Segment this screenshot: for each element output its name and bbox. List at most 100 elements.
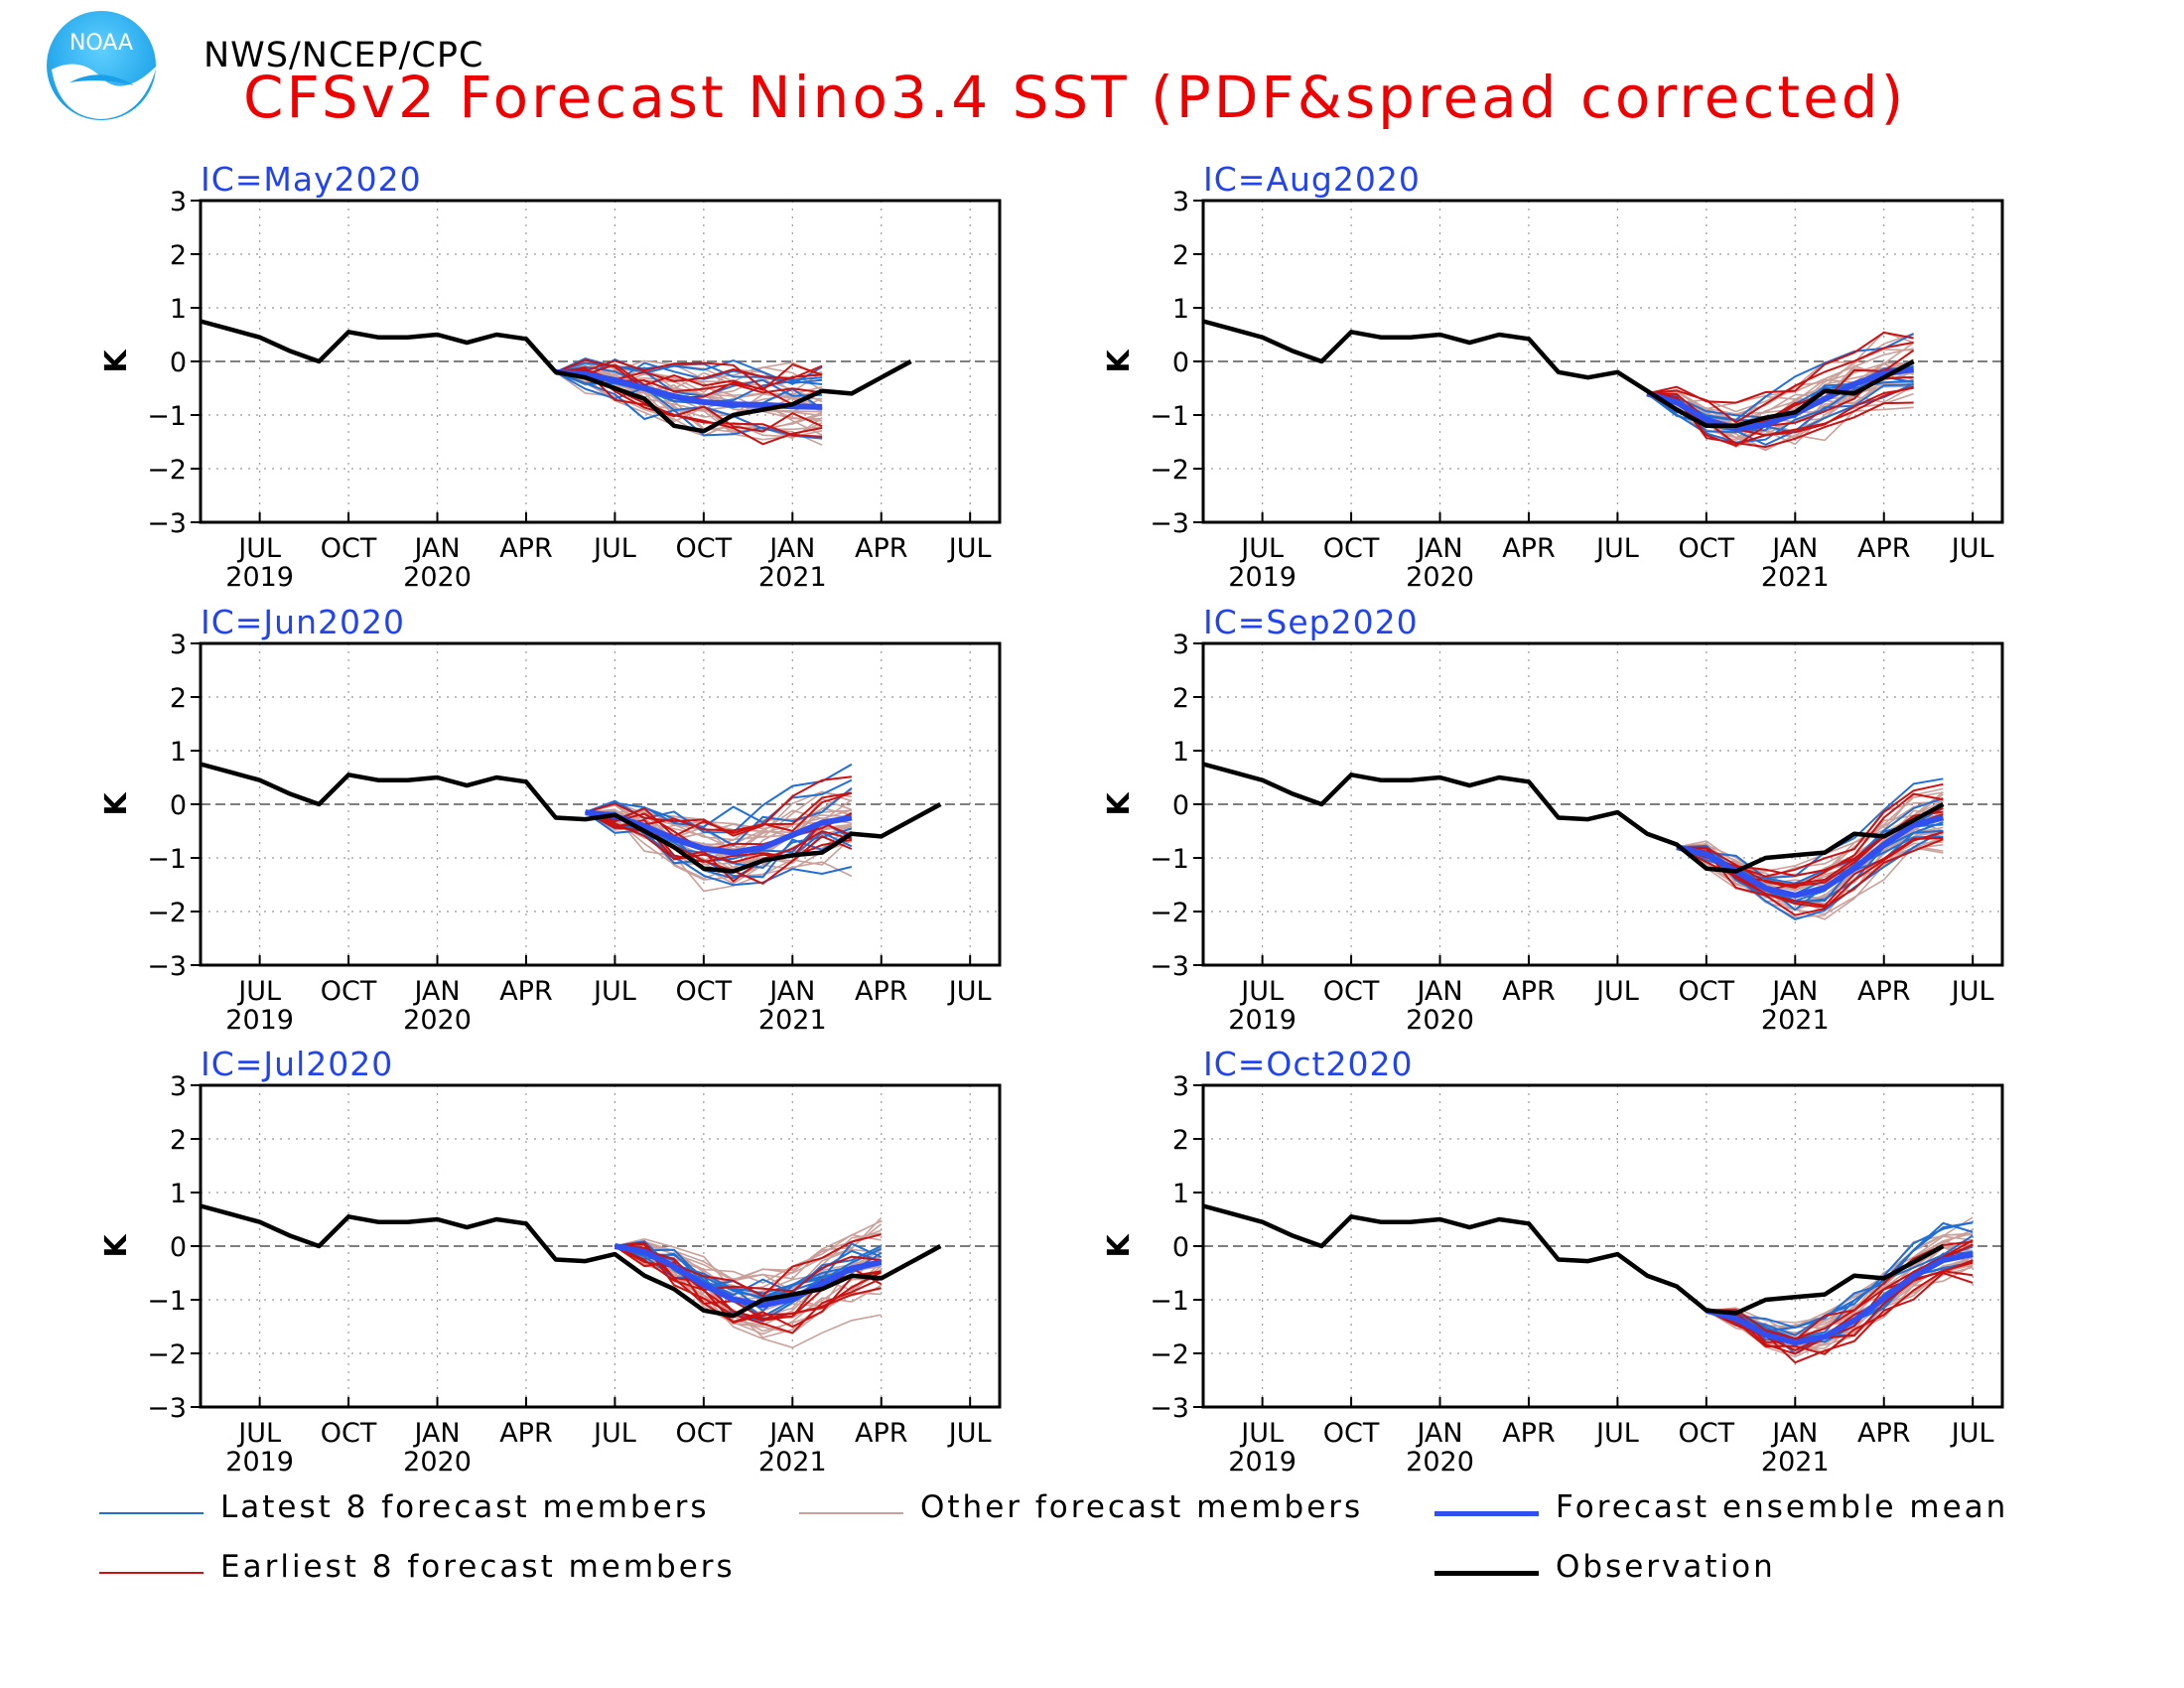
earliest-member-line: [1646, 331, 1914, 404]
x-tick-label: APR: [1857, 1418, 1911, 1449]
y-tick-label: 3: [1172, 1071, 1189, 1102]
x-year-label: 2019: [1228, 1005, 1297, 1036]
ensemble-mean-line: [1706, 1251, 1974, 1346]
legend-label: Latest 8 forecast members: [220, 1489, 710, 1525]
x-tick-label: APR: [855, 533, 908, 564]
panel-title: IC=Oct2020: [1203, 1045, 1413, 1083]
legend-swatch: [99, 1572, 204, 1574]
y-axis-label: K: [99, 349, 134, 373]
x-tick-label: OCT: [321, 1418, 377, 1449]
y-tick-label: 3: [170, 187, 187, 217]
y-tick-label: −2: [147, 1339, 187, 1370]
y-tick-label: 0: [170, 1232, 187, 1263]
earliest-member-line: [1706, 1270, 1974, 1355]
x-tick-label: JAN: [767, 533, 815, 564]
y-tick-label: 3: [170, 1071, 187, 1102]
plot-frame: [199, 199, 1002, 524]
observation-line: [200, 1203, 942, 1319]
x-tick-label: APR: [499, 533, 553, 564]
figure-title: CFSv2 Forecast Nino3.4 SST (PDF&spread c…: [243, 64, 1907, 131]
x-tick-label: OCT: [1323, 533, 1380, 564]
y-tick-label: 0: [1172, 1232, 1189, 1263]
latest-member-line: [1706, 1221, 1974, 1330]
x-tick-label: APR: [1502, 1418, 1556, 1449]
y-tick-label: 0: [170, 790, 187, 821]
earliest-member-line: [555, 359, 823, 390]
x-tick-label: APR: [1857, 533, 1911, 564]
y-axis-label: K: [99, 791, 134, 816]
x-tick-label: OCT: [676, 976, 733, 1007]
panel-title: IC=Jun2020: [201, 603, 405, 641]
x-tick-label: JAN: [1415, 533, 1462, 564]
earliest-member-line: [585, 791, 853, 838]
x-tick-label: JUL: [947, 1418, 992, 1449]
x-tick-label: JUL: [592, 533, 636, 564]
x-tick-label: JUL: [236, 1418, 281, 1449]
x-tick-label: JUL: [592, 1418, 636, 1449]
earliest-member-line: [1706, 1261, 1974, 1355]
y-tick-label: −2: [1150, 1339, 1189, 1370]
x-year-label: 2020: [1406, 1005, 1474, 1036]
x-tick-label: OCT: [1679, 1418, 1735, 1449]
y-tick-label: 2: [1172, 683, 1189, 714]
y-tick-label: −2: [147, 898, 187, 928]
x-tick-label: JUL: [1239, 976, 1284, 1007]
x-year-label: 2020: [403, 1005, 472, 1036]
x-tick-label: JUL: [1594, 533, 1639, 564]
x-tick-label: JAN: [1770, 976, 1818, 1007]
panel-title: IC=Jul2020: [201, 1045, 393, 1083]
x-tick-label: OCT: [676, 533, 733, 564]
x-tick-label: JUL: [1594, 1418, 1639, 1449]
y-axis-label: K: [1102, 349, 1137, 373]
x-tick-label: OCT: [676, 1418, 733, 1449]
plot-frame: [1201, 641, 2004, 967]
observation-line: [1202, 1203, 1945, 1316]
x-tick-label: JUL: [947, 533, 992, 564]
x-tick-label: JUL: [1239, 533, 1284, 564]
y-tick-label: −3: [1150, 508, 1189, 539]
x-year-label: 2020: [1406, 562, 1474, 593]
observation-line: [200, 762, 942, 874]
x-tick-label: JAN: [1770, 533, 1818, 564]
x-year-label: 2021: [758, 1005, 827, 1036]
observation-line: [200, 319, 912, 434]
plot-frame: [199, 641, 1002, 967]
legend-label: Other forecast members: [920, 1489, 1364, 1525]
x-tick-label: OCT: [1323, 1418, 1380, 1449]
earliest-member-line: [614, 1245, 882, 1293]
earliest-member-line: [585, 811, 853, 886]
x-tick-label: JAN: [767, 1418, 815, 1449]
x-year-label: 2019: [225, 1005, 294, 1036]
y-tick-label: −3: [147, 1393, 187, 1424]
legend-swatch: [799, 1512, 903, 1514]
earliest-member-line: [1647, 341, 1914, 424]
organization-label: NWS/NCEP/CPC: [204, 36, 484, 75]
y-axis-label: K: [1102, 1233, 1137, 1258]
x-tick-label: JAN: [767, 976, 815, 1007]
y-tick-label: −3: [1150, 1393, 1189, 1424]
y-tick-label: 2: [170, 240, 187, 271]
x-tick-label: APR: [499, 1418, 553, 1449]
x-year-label: 2020: [403, 1447, 472, 1477]
y-tick-label: −1: [147, 401, 187, 432]
x-year-label: 2019: [1228, 562, 1297, 593]
y-tick-label: 2: [1172, 240, 1189, 271]
x-year-label: 2019: [225, 1447, 294, 1477]
y-tick-label: −2: [1150, 455, 1189, 486]
x-year-label: 2021: [758, 562, 827, 593]
y-tick-label: 0: [170, 348, 187, 378]
ensemble-mean-line: [1646, 366, 1914, 432]
x-tick-label: OCT: [1679, 533, 1735, 564]
legend-swatch: [1434, 1510, 1539, 1516]
x-tick-label: JUL: [1594, 976, 1639, 1007]
earliest-member-line: [555, 362, 823, 391]
x-tick-label: APR: [1502, 533, 1556, 564]
ensemble-mean-line: [614, 1243, 883, 1309]
ensemble-mean-line: [1676, 814, 1945, 899]
